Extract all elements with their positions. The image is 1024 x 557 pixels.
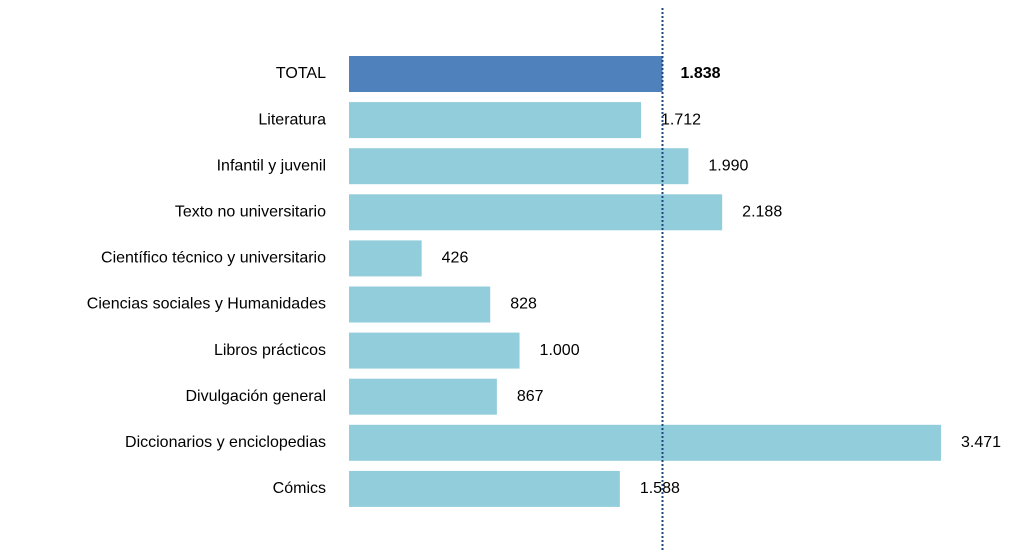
bar [349,194,723,231]
category-label: Literatura [258,111,326,128]
category-label: Divulgación general [185,388,326,405]
bar [349,102,641,139]
bar [349,56,663,92]
bar [349,332,520,369]
value-label: 2.188 [742,204,782,221]
value-label: 1.000 [540,342,580,359]
value-label: 867 [517,388,544,405]
bar [349,148,689,185]
value-label: 426 [442,250,469,267]
category-label: Infantil y juvenil [217,157,326,174]
category-label: Ciencias sociales y Humanidades [87,296,326,313]
value-label: 828 [510,296,537,313]
value-label: 3.471 [961,434,1001,451]
category-label: Libros prácticos [214,342,326,359]
value-label: 1.838 [680,65,720,82]
bar [349,470,620,507]
category-label: TOTAL [276,65,326,82]
bar [349,286,491,323]
bar [349,240,422,277]
category-label: Cómics [273,480,326,497]
category-label: Científico técnico y universitario [101,250,326,267]
value-label: 1.990 [708,157,748,174]
bar [349,424,941,461]
value-label: 1.588 [640,480,680,497]
category-label: Diccionarios y enciclopedias [125,434,326,451]
category-label: Texto no universitario [175,204,326,221]
value-label: 1.712 [661,111,701,128]
bar [349,378,497,415]
